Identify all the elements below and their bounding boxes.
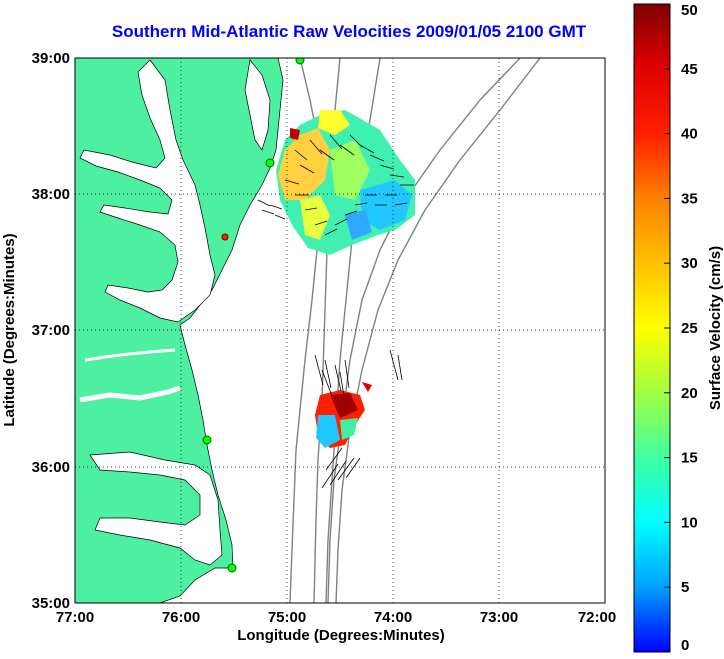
colorbar-tick-label: 50	[681, 2, 698, 19]
y-tick: 38:00	[32, 186, 70, 203]
colorbar-label: Surface Velocity (cm/s)	[707, 246, 724, 410]
chesapeake-bay	[79, 59, 216, 323]
y-axis-label: Latitude (Degrees:Minutes)	[1, 233, 18, 426]
colorbar-tick-label: 5	[681, 579, 689, 596]
york-river	[84, 348, 176, 362]
velocity-arrows	[257, 134, 414, 489]
y-tick: 39:00	[32, 50, 70, 67]
chart-title: Southern Mid-Atlantic Raw Velocities 200…	[111, 22, 587, 41]
colorbar-tick-label: 10	[681, 514, 698, 531]
colorbar-tick-label: 0	[681, 637, 689, 654]
colorbar-tick-label: 20	[681, 385, 698, 402]
colorbar-tick-label: 25	[681, 320, 698, 337]
x-tick: 77:00	[56, 609, 94, 626]
radar-site-dot	[265, 158, 275, 168]
radar-site-dot	[202, 435, 212, 445]
radar-sites	[202, 58, 305, 573]
x-tick: 76:00	[162, 609, 200, 626]
x-tick: 75:00	[268, 609, 306, 626]
colorbar-tick-label: 40	[681, 126, 698, 143]
colorbar-tick-label: 35	[681, 190, 698, 207]
pamlico-sound	[89, 451, 223, 566]
colorbar-ticks: 0 5 10 15 20 25 30 35 40 45 50	[664, 2, 698, 654]
x-tick: 72:00	[578, 609, 616, 626]
y-tick: 35:00	[32, 595, 70, 612]
colorbar-tick-label: 30	[681, 255, 698, 272]
y-tick: 36:00	[32, 459, 70, 476]
x-axis-label: Longitude (Degrees:Minutes)	[237, 627, 445, 644]
x-tick: 74:00	[374, 609, 412, 626]
x-axis-ticks: 77:00 76:00 75:00 74:00 73:00 72:00	[56, 609, 616, 626]
y-axis-ticks: 39:00 38:00 37:00 36:00 35:00	[32, 50, 70, 612]
grid-lines	[75, 58, 605, 603]
velocity-field-south	[315, 382, 372, 448]
radar-site-dot	[221, 233, 229, 241]
radar-site-dot	[295, 58, 305, 65]
delaware-bay	[244, 59, 271, 151]
colorbar-tick-label: 45	[681, 61, 698, 78]
james-river	[79, 385, 181, 403]
velocity-field-north	[276, 110, 415, 255]
x-tick: 73:00	[480, 609, 518, 626]
y-tick: 37:00	[32, 322, 70, 339]
colorbar-tick-label: 15	[681, 450, 698, 467]
radar-site-dot	[227, 563, 237, 573]
plot-frame	[74, 57, 606, 604]
